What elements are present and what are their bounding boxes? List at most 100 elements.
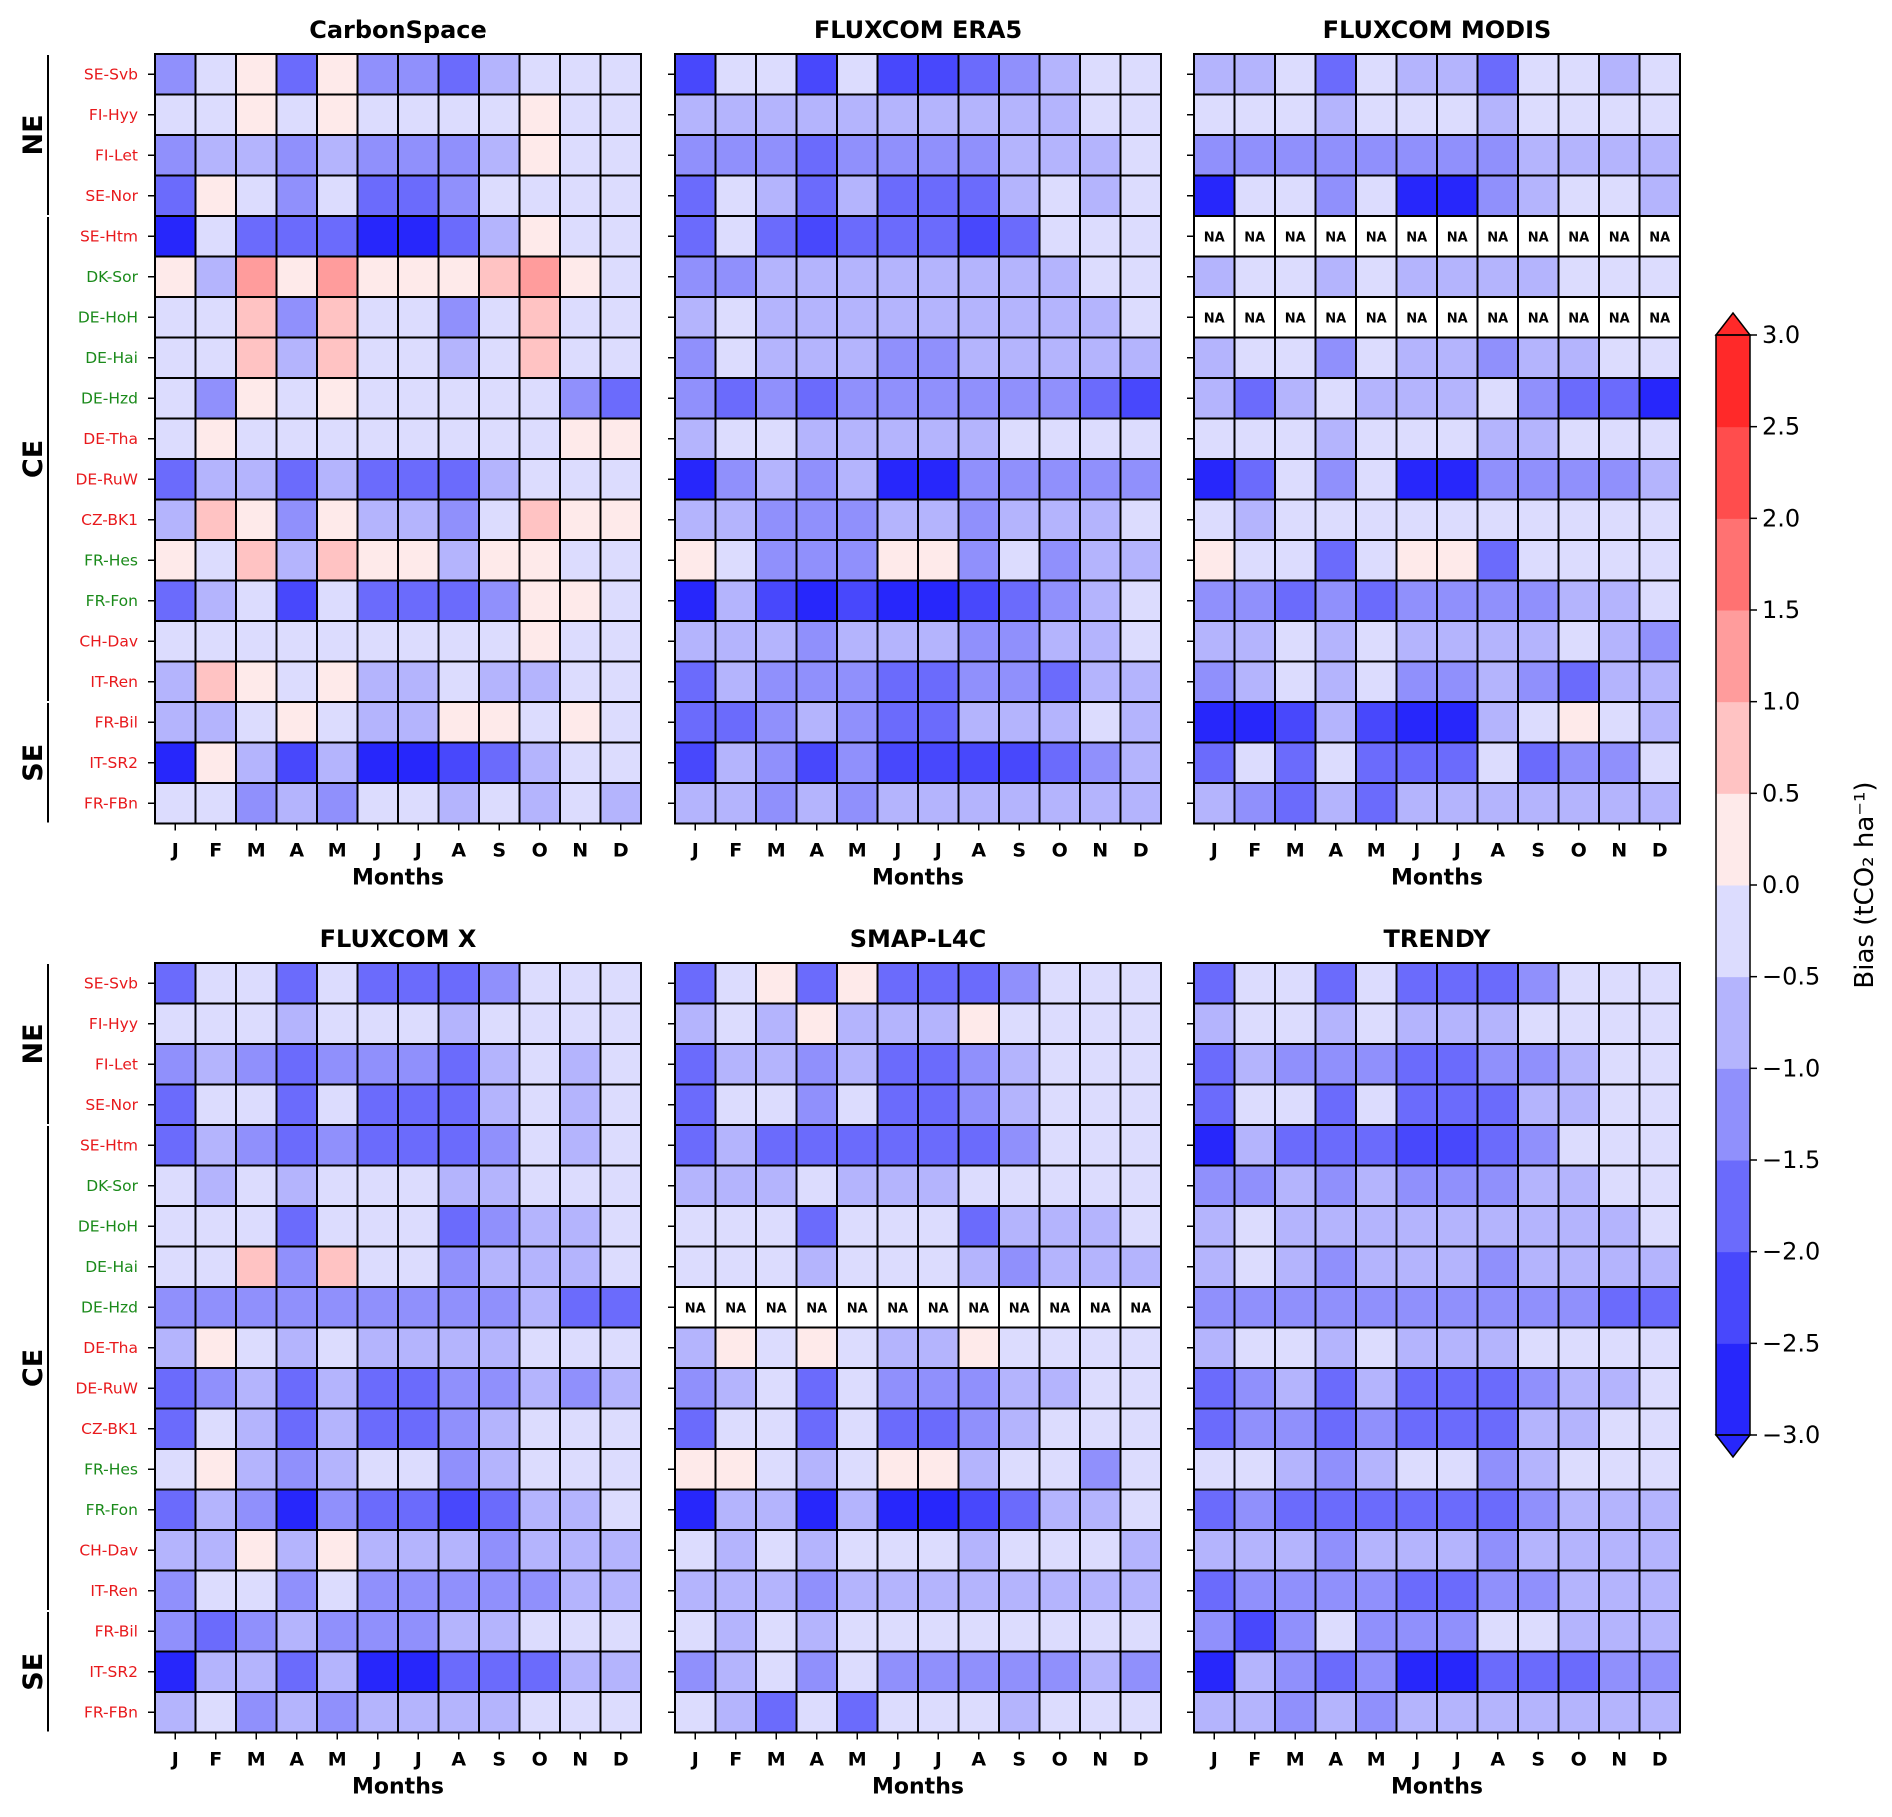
heatmap-cell (1638, 336, 1681, 379)
heatmap-cell (876, 377, 919, 420)
heatmap-cell (356, 1002, 399, 1045)
site-label: FR-FBn (84, 1703, 138, 1721)
heatmap-cell (1638, 53, 1681, 96)
heatmap-cell (1638, 620, 1681, 663)
heatmap-cell (1557, 1448, 1600, 1491)
na-label: NA (1406, 230, 1427, 245)
heatmap-cell (876, 53, 919, 96)
heatmap-cell (674, 1245, 717, 1288)
heatmap-cell (599, 417, 642, 460)
heatmap-cell (1038, 1407, 1081, 1450)
heatmap-cell (1314, 498, 1357, 541)
heatmap-cell (1598, 1043, 1641, 1086)
heatmap-cell (518, 1083, 561, 1126)
heatmap-cell (836, 296, 879, 339)
heatmap-cell (836, 539, 879, 582)
heatmap-cell (397, 1691, 440, 1734)
heatmap-cell (876, 296, 919, 339)
heatmap-cell (194, 1245, 237, 1288)
heatmap-cell (1193, 741, 1236, 784)
heatmap-cell (674, 417, 717, 460)
heatmap-cell (1119, 701, 1162, 744)
heatmap-cell (674, 498, 717, 541)
x-tick-label: S (492, 1749, 506, 1771)
heatmap-cell (356, 1407, 399, 1450)
heatmap-cell (1557, 962, 1600, 1005)
heatmap-cell (194, 539, 237, 582)
heatmap-cell (1436, 1002, 1479, 1045)
heatmap-cell (275, 458, 318, 501)
heatmap-cell (194, 93, 237, 136)
heatmap-cell (478, 741, 521, 784)
heatmap-cell (1517, 782, 1560, 825)
heatmap-cell (1274, 134, 1317, 177)
heatmap-cell (1476, 701, 1519, 744)
heatmap-cell (599, 1407, 642, 1450)
heatmap-cell (1193, 53, 1236, 96)
heatmap-cell (1517, 1367, 1560, 1410)
heatmap-cell (356, 134, 399, 177)
heatmap-cell (599, 93, 642, 136)
heatmap-cell (316, 255, 359, 298)
heatmap-cell (356, 417, 399, 460)
heatmap-cell (559, 782, 602, 825)
heatmap-cell (1476, 1650, 1519, 1693)
heatmap-cell (998, 1083, 1041, 1126)
heatmap-cell (755, 1407, 798, 1450)
heatmap-cell (1395, 782, 1438, 825)
heatmap-cell (876, 1407, 919, 1450)
heatmap-cell (1193, 1488, 1236, 1531)
heatmap-cell (518, 174, 561, 217)
heatmap-cell (1314, 701, 1357, 744)
heatmap-cell (154, 1529, 197, 1572)
heatmap-cell (795, 1650, 838, 1693)
heatmap-cell (836, 1205, 879, 1248)
site-label: SE-Htm (80, 1136, 138, 1154)
heatmap-cell (1598, 336, 1641, 379)
heatmap-cell (1193, 539, 1236, 582)
na-label: NA (1009, 1301, 1030, 1316)
heatmap-cell (275, 741, 318, 784)
heatmap-cell (356, 296, 399, 339)
heatmap-cell (1038, 782, 1081, 825)
heatmap-cell (275, 620, 318, 663)
heatmap-cell (1395, 1124, 1438, 1167)
heatmap-cell (755, 741, 798, 784)
heatmap-cell (397, 336, 440, 379)
heatmap-cell (1079, 1529, 1122, 1572)
heatmap-cell (194, 458, 237, 501)
heatmap-cell (316, 1367, 359, 1410)
heatmap-cell (275, 174, 318, 217)
heatmap-cell (1079, 741, 1122, 784)
heatmap-cell (876, 660, 919, 703)
x-tick-label: J (1209, 1749, 1218, 1771)
site-label: DE-Tha (83, 430, 138, 448)
heatmap-cell (1355, 377, 1398, 420)
heatmap-cell (1193, 620, 1236, 663)
heatmap-cell (876, 1650, 919, 1693)
heatmap-cell (356, 782, 399, 825)
heatmap-cell (194, 1326, 237, 1369)
heatmap-cell (1038, 1691, 1081, 1734)
na-label: NA (806, 1301, 827, 1316)
heatmap-cell (194, 1691, 237, 1734)
heatmap-cell (1355, 1650, 1398, 1693)
heatmap-cell (1038, 377, 1081, 420)
x-tick-label: N (572, 840, 588, 862)
heatmap-cell (1557, 1367, 1600, 1410)
panel-title: CarbonSpace (309, 16, 487, 44)
heatmap-cell (478, 1448, 521, 1491)
heatmap-cell (1119, 660, 1162, 703)
heatmap-cell (518, 701, 561, 744)
heatmap-cell (755, 215, 798, 258)
heatmap-cell (275, 1286, 318, 1329)
heatmap-cell (1079, 1407, 1122, 1450)
heatmap-cell (1557, 1286, 1600, 1329)
heatmap-cell (275, 539, 318, 582)
heatmap-cell (518, 782, 561, 825)
heatmap-cell (478, 498, 521, 541)
heatmap-cell (795, 174, 838, 217)
heatmap-cell (1638, 134, 1681, 177)
heatmap-cell (714, 215, 757, 258)
heatmap-cell (316, 498, 359, 541)
